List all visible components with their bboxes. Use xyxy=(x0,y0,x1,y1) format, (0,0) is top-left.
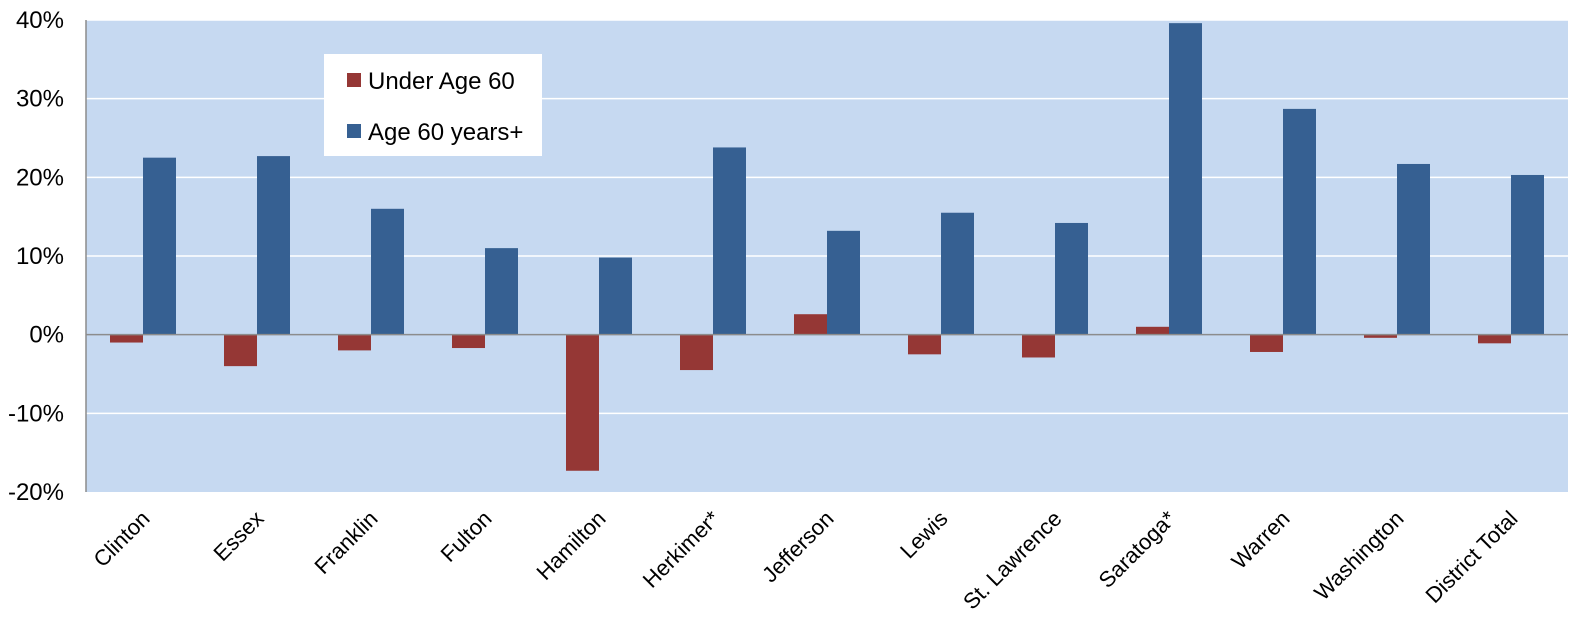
y-tick-label: 40% xyxy=(16,7,64,34)
bar-60-plus-jefferson xyxy=(827,230,860,335)
x-category-label: Lewis xyxy=(895,506,952,563)
bar-60-plus-warren xyxy=(1283,108,1316,335)
x-category-label: Warren xyxy=(1226,506,1294,574)
bar-60-plus-herkimer- xyxy=(713,147,746,335)
bar-60-plus-essex xyxy=(257,156,290,335)
x-category-label: St. Lawrence xyxy=(958,506,1066,614)
x-category-label: Herkimer* xyxy=(638,506,725,593)
bar-60-plus-lewis xyxy=(941,212,974,335)
y-tick-label: 30% xyxy=(16,86,64,113)
bar-under-60-franklin xyxy=(338,334,371,351)
x-category-label: Clinton xyxy=(88,506,154,572)
x-category-label: District Total xyxy=(1420,506,1522,608)
x-category-label: Essex xyxy=(208,506,268,566)
bars xyxy=(110,23,1544,471)
legend-swatch-under-60 xyxy=(347,73,361,87)
y-tick-label: 10% xyxy=(16,243,64,270)
bar-under-60-lewis xyxy=(908,334,941,355)
legend: Under Age 60 Age 60 years+ xyxy=(324,54,542,156)
x-category-label: Hamilton xyxy=(531,506,610,585)
x-category-label: Franklin xyxy=(310,506,383,579)
y-tick-label: -10% xyxy=(8,400,64,427)
bar-under-60-district-total xyxy=(1478,334,1511,344)
bar-under-60-hamilton xyxy=(566,334,599,471)
bar-60-plus-washington xyxy=(1397,163,1430,335)
bar-under-60-jefferson xyxy=(794,314,827,335)
legend-label-60-plus: Age 60 years+ xyxy=(368,119,523,146)
bar-under-60-herkimer- xyxy=(680,334,713,371)
bar-under-60-fulton xyxy=(452,334,485,349)
x-category-label: Fulton xyxy=(436,506,497,567)
bar-60-plus-district-total xyxy=(1511,174,1544,335)
bar-under-60-warren xyxy=(1250,334,1283,352)
x-category-label: Saratoga* xyxy=(1094,506,1181,593)
x-axis-category-labels: Clinton Essex Franklin Fulton Hamilton Herkim… xyxy=(88,506,1522,615)
x-category-label: Jefferson xyxy=(757,506,838,587)
bar-under-60-saratoga- xyxy=(1136,326,1169,335)
legend-swatch-60-plus xyxy=(347,124,361,138)
bar-60-plus-fulton xyxy=(485,248,518,335)
legend-box xyxy=(324,54,542,156)
bar-under-60-washington xyxy=(1364,334,1397,338)
y-tick-label: -20% xyxy=(8,479,64,506)
bar-60-plus-clinton xyxy=(143,157,176,335)
y-axis-tick-labels: -20% -10% 0% 10% 20% 30% 40% xyxy=(8,7,64,506)
bar-60-plus-st-lawrence xyxy=(1055,222,1088,335)
x-category-label: Washington xyxy=(1309,506,1408,605)
y-tick-label: 0% xyxy=(29,322,64,349)
y-tick-label: 20% xyxy=(16,164,64,191)
bar-under-60-st-lawrence xyxy=(1022,334,1055,358)
bar-under-60-essex xyxy=(224,334,257,367)
legend-label-under-60: Under Age 60 xyxy=(368,68,515,95)
bar-60-plus-saratoga- xyxy=(1169,23,1202,335)
bar-under-60-clinton xyxy=(110,334,143,343)
bar-60-plus-franklin xyxy=(371,208,404,335)
bar-60-plus-hamilton xyxy=(599,257,632,335)
